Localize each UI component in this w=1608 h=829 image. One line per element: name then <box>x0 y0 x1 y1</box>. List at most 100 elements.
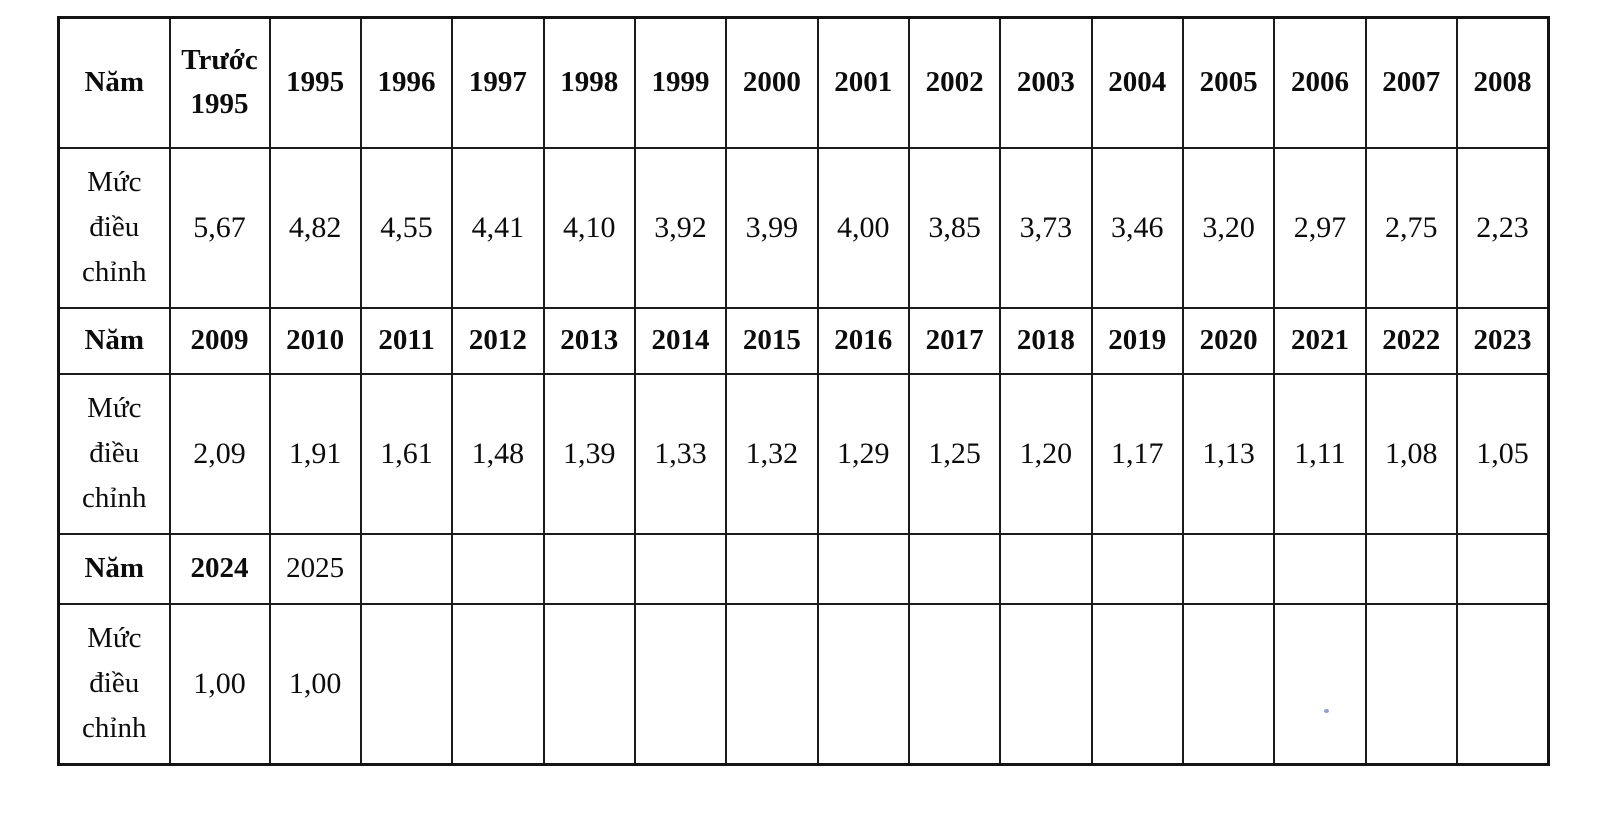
year-cell: 2012 <box>451 306 545 375</box>
year-cell: 1996 <box>359 16 454 149</box>
year-cell: 2001 <box>816 16 910 149</box>
value-cell: 1,00 <box>268 602 362 766</box>
year-cell <box>451 532 545 605</box>
value-cell: 1,05 <box>1455 372 1550 535</box>
value-cell <box>999 602 1093 766</box>
year-cell <box>816 532 910 605</box>
year-row-label: Năm <box>57 532 171 605</box>
year-cell <box>725 532 819 605</box>
year-header-row-3: Năm 2024 2025 <box>57 532 1550 605</box>
year-cell: 2013 <box>542 306 636 375</box>
year-cell: 2004 <box>1090 16 1184 149</box>
year-cell: 2011 <box>359 306 454 375</box>
year-header-row-1: Năm Trước 1995 1995 1996 1997 1998 1999 … <box>57 16 1550 149</box>
value-cell: 3,46 <box>1090 146 1184 309</box>
value-cell: 2,09 <box>168 372 271 535</box>
value-cell <box>1364 602 1458 766</box>
year-cell <box>633 532 728 605</box>
value-cell: 1,32 <box>725 372 819 535</box>
year-header-row-2: Năm 2009 2010 2011 2012 2013 2014 2015 2… <box>57 306 1550 375</box>
value-cell: 1,61 <box>359 372 454 535</box>
value-cell: 1,13 <box>1181 372 1276 535</box>
value-cell: 1,39 <box>542 372 636 535</box>
year-cell: 2019 <box>1090 306 1184 375</box>
value-cell <box>1273 602 1367 766</box>
year-cell <box>1181 532 1276 605</box>
year-cell: 1998 <box>542 16 636 149</box>
year-cell: 2008 <box>1455 16 1550 149</box>
value-cell <box>359 602 454 766</box>
value-cell: 2,75 <box>1364 146 1458 309</box>
adjustment-row-label: Mức điều chỉnh <box>57 602 171 766</box>
year-row-label: Năm <box>57 306 171 375</box>
value-cell: 3,92 <box>633 146 728 309</box>
value-cell: 1,08 <box>1364 372 1458 535</box>
year-cell: 2017 <box>907 306 1002 375</box>
year-cell <box>1364 532 1458 605</box>
year-cell: 1999 <box>633 16 728 149</box>
year-cell: 2023 <box>1455 306 1550 375</box>
value-cell: 1,29 <box>816 372 910 535</box>
year-row-label: Năm <box>57 16 171 149</box>
value-cell: 2,23 <box>1455 146 1550 309</box>
value-cell: 4,82 <box>268 146 362 309</box>
year-cell: 1995 <box>268 16 362 149</box>
value-cell <box>907 602 1002 766</box>
value-cell: 1,33 <box>633 372 728 535</box>
adjustment-row-label: Mức điều chỉnh <box>57 372 171 535</box>
year-cell: 2015 <box>725 306 819 375</box>
year-cell <box>907 532 1002 605</box>
year-cell: 1997 <box>451 16 545 149</box>
year-cell: Trước 1995 <box>168 16 271 149</box>
value-cell <box>725 602 819 766</box>
value-cell <box>1455 602 1550 766</box>
year-cell: 2025 <box>268 532 362 605</box>
value-cell: 1,20 <box>999 372 1093 535</box>
adjustment-row-label: Mức điều chỉnh <box>57 146 171 309</box>
year-cell <box>1090 532 1184 605</box>
value-cell: 5,67 <box>168 146 271 309</box>
year-cell <box>359 532 454 605</box>
year-cell: 2014 <box>633 306 728 375</box>
value-cell <box>451 602 545 766</box>
value-cell: 3,99 <box>725 146 819 309</box>
value-cell <box>633 602 728 766</box>
year-cell <box>1273 532 1367 605</box>
year-cell <box>542 532 636 605</box>
value-cell: 3,20 <box>1181 146 1276 309</box>
adjustment-value-row-1: Mức điều chỉnh 5,67 4,82 4,55 4,41 4,10 … <box>57 146 1550 309</box>
year-cell: 2000 <box>725 16 819 149</box>
year-cell: 2010 <box>268 306 362 375</box>
year-cell: 2003 <box>999 16 1093 149</box>
value-cell: 4,55 <box>359 146 454 309</box>
adjustment-value-row-2: Mức điều chỉnh 2,09 1,91 1,61 1,48 1,39 … <box>57 372 1550 535</box>
year-cell <box>999 532 1093 605</box>
year-cell: 2021 <box>1273 306 1367 375</box>
value-cell: 3,85 <box>907 146 1002 309</box>
year-cell: 2005 <box>1181 16 1276 149</box>
year-cell <box>1455 532 1550 605</box>
value-cell: 3,73 <box>999 146 1093 309</box>
year-cell: 2016 <box>816 306 910 375</box>
year-cell: 2020 <box>1181 306 1276 375</box>
year-cell: 2002 <box>907 16 1002 149</box>
year-cell: 2009 <box>168 306 271 375</box>
value-cell: 2,97 <box>1273 146 1367 309</box>
adjustment-coefficient-table: Năm Trước 1995 1995 1996 1997 1998 1999 … <box>57 16 1550 766</box>
value-cell: 1,17 <box>1090 372 1184 535</box>
year-cell: 2018 <box>999 306 1093 375</box>
value-cell: 4,00 <box>816 146 910 309</box>
adjustment-value-row-3: Mức điều chỉnh 1,00 1,00 <box>57 602 1550 766</box>
value-cell: 4,41 <box>451 146 545 309</box>
value-cell: 1,48 <box>451 372 545 535</box>
value-cell: 1,91 <box>268 372 362 535</box>
year-cell: 2022 <box>1364 306 1458 375</box>
value-cell <box>816 602 910 766</box>
value-cell: 1,00 <box>168 602 271 766</box>
year-cell: 2006 <box>1273 16 1367 149</box>
value-cell: 1,11 <box>1273 372 1367 535</box>
value-cell <box>1090 602 1184 766</box>
year-cell: 2024 <box>168 532 271 605</box>
value-cell: 1,25 <box>907 372 1002 535</box>
